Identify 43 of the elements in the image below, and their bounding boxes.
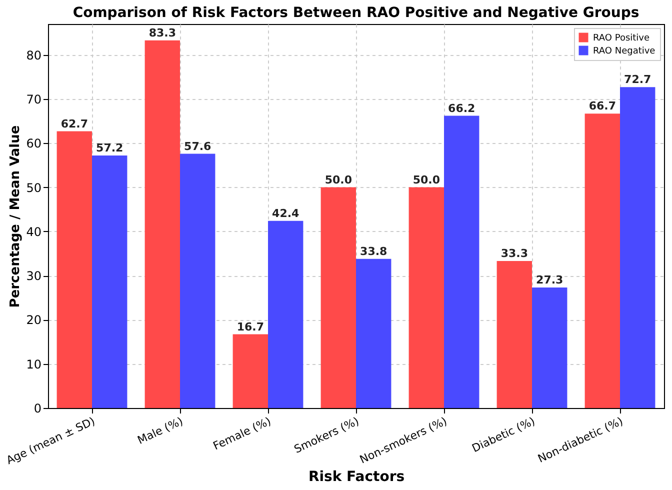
y-tick-label: 0	[34, 402, 42, 416]
data-label: 83.3	[148, 26, 176, 40]
data-label: 33.3	[500, 247, 528, 260]
data-label: 57.2	[96, 142, 124, 155]
data-label: 50.0	[324, 173, 352, 186]
bar	[532, 288, 568, 408]
data-label: 72.7	[624, 73, 652, 86]
bar	[92, 156, 128, 408]
bar	[620, 87, 656, 408]
data-label: 27.3	[536, 274, 564, 287]
bar	[56, 131, 92, 408]
data-label: 16.7	[236, 320, 264, 334]
bar	[144, 40, 180, 408]
bar	[584, 114, 620, 408]
bar	[356, 258, 392, 408]
bar	[408, 187, 444, 408]
bar	[268, 220, 304, 408]
bar	[320, 187, 356, 408]
y-tick-label: 80	[26, 48, 42, 62]
x-tick-label: Male (%)	[136, 414, 186, 447]
y-tick-label: 20	[26, 313, 42, 328]
y-tick-label: 60	[26, 136, 42, 151]
bar	[444, 116, 480, 408]
data-label: 66.2	[448, 102, 476, 115]
data-label: 33.8	[360, 244, 388, 258]
data-label: 62.7	[60, 117, 88, 130]
bar	[180, 154, 216, 408]
chart-title: Comparison of Risk Factors Between RAO Positive and Negative Groups	[72, 5, 640, 21]
bar	[496, 261, 532, 408]
y-tick-label: 50	[26, 180, 42, 195]
legend-label: RAO Negative	[593, 46, 656, 56]
y-tick-label: 10	[26, 357, 42, 372]
y-tick-label: 30	[26, 269, 42, 284]
data-label: 66.7	[588, 100, 616, 113]
x-axis-title: Risk Factors	[308, 469, 405, 486]
data-label: 57.6	[184, 140, 212, 153]
data-label: 50.0	[412, 173, 440, 186]
y-tick-label: 40	[26, 224, 42, 239]
data-label: 42.4	[272, 206, 300, 220]
y-tick-label: 70	[26, 92, 42, 107]
y-axis-title: Percentage / Mean Value	[8, 125, 24, 308]
legend-label: RAO Positive	[593, 34, 650, 44]
bar	[232, 334, 268, 408]
